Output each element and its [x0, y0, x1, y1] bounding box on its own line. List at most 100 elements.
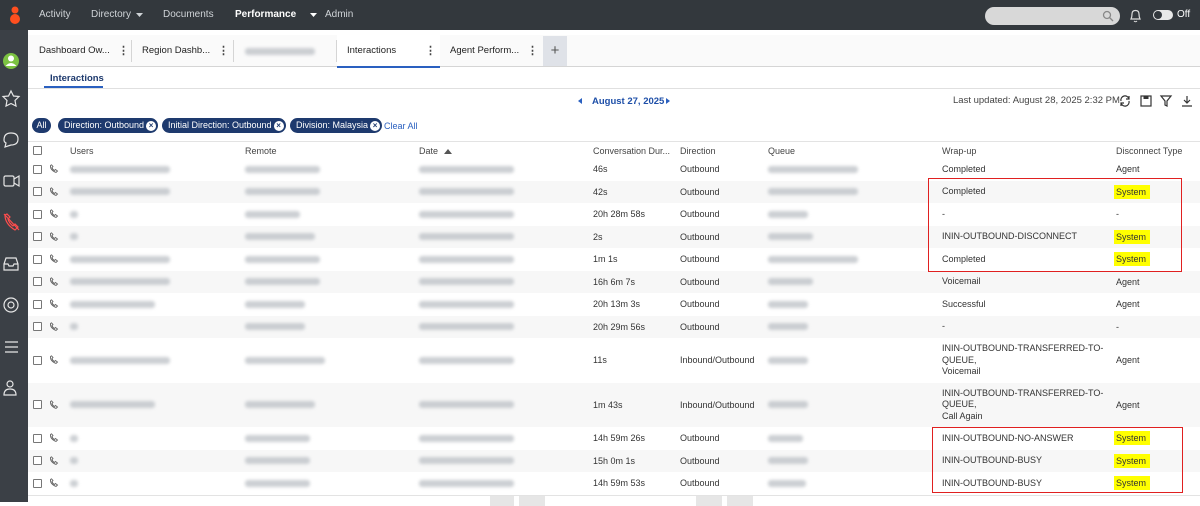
sort-icon [444, 148, 452, 154]
redacted-text [768, 435, 803, 442]
redacted-cell [768, 338, 808, 383]
table-row[interactable]: 20h 29m 56sOutbound-- [28, 316, 1200, 340]
pager-button[interactable] [490, 496, 514, 506]
phone-icon [49, 209, 59, 219]
column-label: Users [70, 146, 94, 156]
redacted-text [419, 233, 514, 240]
pager-button[interactable] [696, 496, 722, 506]
row-checkbox[interactable] [33, 472, 42, 495]
redacted-text [70, 480, 78, 487]
redacted-text [70, 323, 78, 330]
column-header[interactable]: Wrap-up [942, 142, 976, 159]
redacted-cell [419, 293, 514, 316]
duration-cell: 14h 59m 26s [593, 427, 645, 450]
row-checkbox[interactable] [33, 316, 42, 339]
row-checkbox[interactable] [33, 226, 42, 249]
annotation-box [928, 178, 1182, 272]
phone-icon [49, 456, 59, 466]
wrap-up-text: - [942, 321, 1114, 333]
redacted-cell [70, 181, 170, 204]
redacted-cell [70, 427, 78, 450]
redacted-text [419, 457, 514, 464]
redacted-text [245, 357, 325, 364]
redacted-cell [768, 271, 813, 294]
phone-icon [49, 478, 59, 488]
redacted-text [245, 278, 320, 285]
column-header[interactable]: Users [70, 142, 94, 159]
column-header[interactable]: Conversation Dur... [593, 142, 670, 159]
disconnect-cell: Agent [1116, 383, 1140, 428]
redacted-cell [768, 226, 813, 249]
phone-icon [49, 299, 59, 309]
row-checkbox[interactable] [33, 450, 42, 473]
redacted-text [70, 188, 170, 195]
column-header[interactable]: Remote [245, 142, 277, 159]
redacted-text [768, 323, 808, 330]
row-checkbox[interactable] [33, 293, 42, 316]
redacted-cell [70, 271, 170, 294]
duration-cell: 16h 6m 7s [593, 271, 635, 294]
row-checkbox[interactable] [33, 383, 42, 428]
column-header[interactable]: Queue [768, 142, 795, 159]
redacted-text [245, 435, 310, 442]
call-icon [49, 472, 59, 495]
redacted-cell [419, 383, 514, 428]
table-row[interactable]: 1m 43sInbound/OutboundININ-OUTBOUND-TRAN… [28, 383, 1200, 429]
checkbox-box [33, 434, 42, 443]
column-label: Remote [245, 146, 277, 156]
redacted-cell [419, 316, 514, 339]
direction-cell: Inbound/Outbound [680, 338, 755, 383]
row-checkbox[interactable] [33, 181, 42, 204]
redacted-cell [70, 316, 78, 339]
redacted-text [245, 211, 300, 218]
select-all-checkbox[interactable] [33, 142, 42, 159]
redacted-text [245, 401, 315, 408]
row-checkbox[interactable] [33, 203, 42, 226]
row-checkbox[interactable] [33, 338, 42, 383]
table-row[interactable]: 16h 6m 7sOutboundVoicemailAgent [28, 271, 1200, 295]
disconnect-cell: Agent [1116, 293, 1140, 316]
redacted-cell [70, 293, 155, 316]
redacted-cell [245, 203, 300, 226]
checkbox-box [33, 232, 42, 241]
call-icon [49, 226, 59, 249]
pager-button[interactable] [727, 496, 753, 506]
redacted-text [70, 401, 155, 408]
redacted-text [419, 323, 514, 330]
table-row[interactable]: 11sInbound/OutboundININ-OUTBOUND-TRANSFE… [28, 338, 1200, 384]
duration-cell: 20h 29m 56s [593, 316, 645, 339]
row-checkbox[interactable] [33, 271, 42, 294]
checkbox-box [33, 300, 42, 309]
column-header[interactable]: Date [419, 142, 452, 159]
row-checkbox[interactable] [33, 248, 42, 271]
redacted-cell [245, 158, 320, 181]
phone-icon [49, 277, 59, 287]
redacted-text [245, 457, 310, 464]
direction-cell: Outbound [680, 158, 720, 181]
redacted-cell [245, 472, 310, 495]
disconnect-type: - [1116, 322, 1119, 332]
call-icon [49, 450, 59, 473]
redacted-cell [245, 316, 305, 339]
column-header[interactable]: Disconnect Type [1116, 142, 1182, 159]
checkbox-box [33, 255, 42, 264]
direction-cell: Outbound [680, 226, 720, 249]
column-header[interactable]: Direction [680, 142, 716, 159]
redacted-cell [768, 158, 858, 181]
redacted-text [245, 301, 305, 308]
redacted-cell [245, 383, 315, 428]
disconnect-type: Agent [1116, 355, 1140, 365]
redacted-cell [70, 472, 78, 495]
pager-button[interactable] [519, 496, 545, 506]
wrap-up-text: Voicemail [942, 276, 1114, 288]
wrap-up-cell: Successful [942, 293, 1114, 316]
redacted-cell [245, 338, 325, 383]
redacted-cell [245, 226, 315, 249]
row-checkbox[interactable] [33, 158, 42, 181]
wrap-up-text: Completed [942, 164, 1114, 176]
table-row[interactable]: 20h 13m 3sOutboundSuccessfulAgent [28, 293, 1200, 317]
disconnect-cell: Agent [1116, 338, 1140, 383]
row-checkbox[interactable] [33, 427, 42, 450]
checkbox-box [33, 210, 42, 219]
